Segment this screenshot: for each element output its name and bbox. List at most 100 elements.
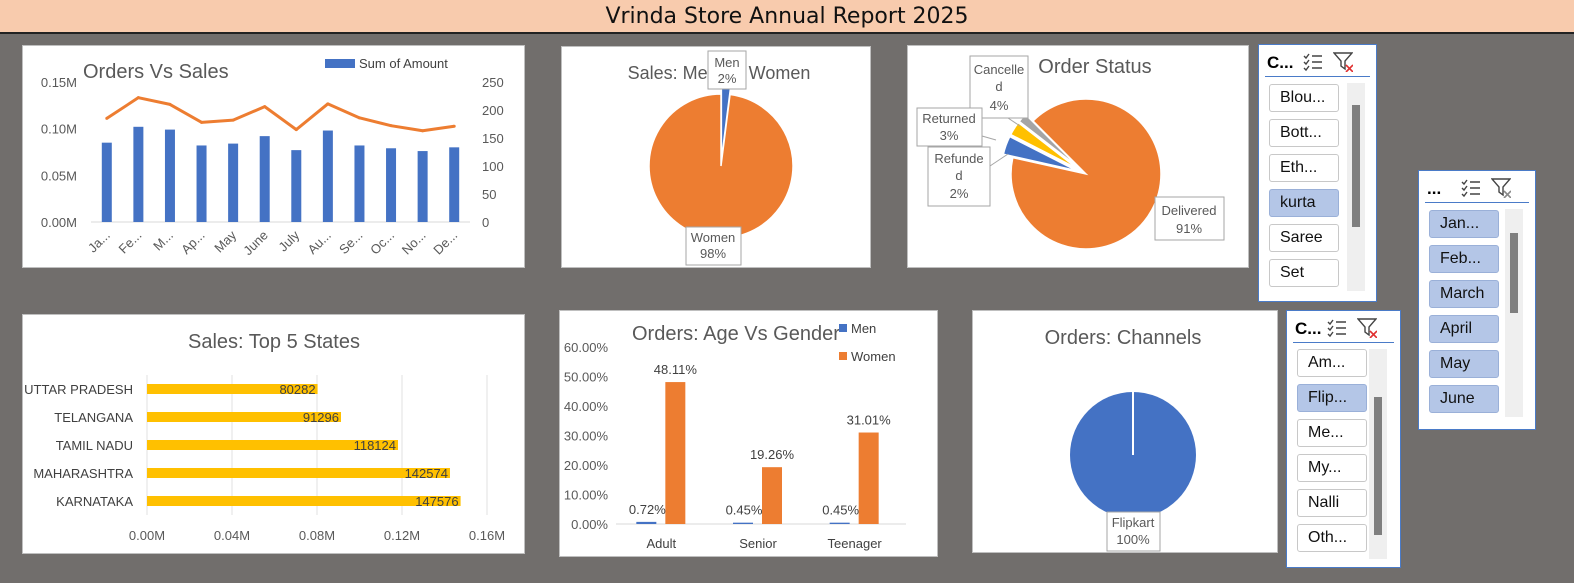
data-callout — [707, 50, 747, 90]
slicer-item[interactable]: Jan... — [1429, 210, 1499, 238]
legend-swatch — [839, 324, 847, 332]
channel-slicer[interactable]: C... Am... Flip... Me... My... Nalli Oth... — [1286, 310, 1401, 568]
report-title: Vrinda Store Annual Report 2025 — [605, 4, 969, 29]
chart-title: Orders Vs Sales — [83, 61, 229, 83]
pie-slice-returned — [1009, 121, 1079, 170]
state-bar — [147, 496, 461, 506]
slicer-item[interactable]: Blou... — [1269, 84, 1339, 112]
left-axis-tick: 0.00M — [41, 215, 77, 230]
right-axis-tick: 50 — [482, 187, 496, 202]
multi-select-icon[interactable] — [1303, 52, 1323, 72]
orders-point — [105, 116, 109, 120]
slicer-scroll-thumb[interactable] — [1510, 233, 1518, 313]
slicer-item[interactable]: Feb... — [1429, 245, 1499, 273]
sales-bar — [386, 148, 397, 222]
slicer-item[interactable]: March — [1429, 280, 1499, 308]
category-slicer[interactable]: C... Blou... Bott... Eth... kurta Saree Set — [1258, 44, 1377, 302]
state-bar — [147, 384, 318, 394]
orders-point — [421, 129, 425, 133]
y-tick-label: 60.00% — [564, 340, 609, 355]
y-tick-label: 20.00% — [564, 458, 609, 473]
orders-point — [263, 105, 267, 109]
slicer-item[interactable]: May — [1429, 350, 1499, 378]
bar-value-label: 147576 — [415, 494, 458, 509]
slicer-item[interactable]: Nalli — [1297, 489, 1367, 517]
slicer-item[interactable]: Set — [1269, 259, 1339, 287]
legend-label: Women — [851, 349, 896, 364]
leader-line — [981, 135, 997, 141]
legend-label: Sum of Amount — [359, 56, 448, 71]
slicer-item[interactable]: kurta — [1269, 189, 1339, 217]
orders-point — [294, 128, 298, 132]
slice-label: Cancelle d — [974, 62, 1025, 94]
slicer-item[interactable]: Flip... — [1297, 384, 1367, 412]
slicer-item[interactable]: April — [1429, 315, 1499, 343]
orders-point — [168, 102, 172, 106]
slicer-scrollbar[interactable] — [1505, 209, 1523, 417]
slicer-item[interactable]: Oth... — [1297, 524, 1367, 552]
bar-value-label: 118124 — [354, 438, 396, 453]
y-tick-label: 40.00% — [564, 399, 609, 414]
orders-vs-sales-chart[interactable]: Orders Vs Sales Sum of Amount 0.00M 0.05M 0.… — [22, 45, 525, 268]
slicer-item[interactable]: Me... — [1297, 419, 1367, 447]
x-tick-label: Ja... — [85, 228, 113, 256]
data-callout — [1106, 511, 1161, 552]
slice-label: Women — [691, 230, 736, 245]
x-tick-label: Fe... — [115, 228, 144, 257]
x-tick-label: Senior — [739, 536, 777, 551]
data-callout — [1154, 196, 1225, 241]
y-tick-label: 0.00% — [571, 517, 608, 532]
slice-pct: 4% — [990, 98, 1009, 113]
slicer-item[interactable]: Saree — [1269, 224, 1339, 252]
slicer-item[interactable]: June — [1429, 385, 1499, 413]
order-status-chart[interactable]: Order Status Delivered 91% Cancelle d 4% Retur… — [907, 45, 1249, 268]
sales-bar — [449, 147, 460, 222]
orders-point — [389, 124, 393, 128]
slice-pct: 2% — [718, 71, 737, 86]
leader-line — [989, 153, 1009, 167]
slicer-item[interactable]: Am... — [1297, 349, 1367, 377]
data-callout — [685, 226, 742, 266]
orders-age-vs-gender-chart[interactable]: Orders: Age Vs Gender Men Women 0.00% 10.00%… — [559, 310, 938, 557]
x-tick-label: Ap... — [178, 228, 208, 258]
bar-value-label: 0.45% — [726, 503, 763, 518]
state-bar — [147, 468, 450, 478]
orders-channels-chart[interactable]: Orders: Channels Flipkart 100% — [972, 310, 1278, 553]
legend-swatch — [325, 59, 355, 68]
women-bar — [665, 382, 686, 524]
slicer-item[interactable]: My... — [1297, 454, 1367, 482]
slicer-header: C... — [1295, 319, 1322, 338]
multi-select-icon[interactable] — [1461, 178, 1481, 198]
bar-value-label: 91296 — [303, 410, 339, 425]
sales-bar — [164, 129, 175, 222]
multi-select-icon[interactable] — [1327, 318, 1347, 338]
right-axis-tick: 200 — [482, 103, 504, 118]
y-tick-label: 30.00% — [564, 429, 609, 444]
clear-filter-icon[interactable] — [1333, 52, 1353, 72]
sales-bar — [354, 145, 365, 222]
legend-label: Men — [851, 321, 876, 336]
women-bar — [858, 432, 879, 524]
data-callout — [927, 146, 991, 207]
right-axis-tick: 150 — [482, 131, 504, 146]
chart-canvas: Orders: Age Vs Gender Men Women 0.00% 10.00%… — [564, 321, 906, 551]
bar-value-label: 31.01% — [847, 413, 892, 428]
sales-top-5-states-chart[interactable]: Sales: Top 5 States 0.00M 0.04M 0.08M 0.12M 0… — [22, 314, 525, 554]
sales-bar — [417, 151, 428, 222]
slice-label: Refunde d — [934, 151, 983, 183]
slicer-item[interactable]: Eth... — [1269, 154, 1339, 182]
x-tick-label: M... — [150, 228, 176, 254]
clear-filter-icon[interactable] — [1357, 318, 1377, 338]
clear-filter-icon[interactable] — [1491, 178, 1511, 198]
slicer-scroll-thumb[interactable] — [1352, 105, 1360, 227]
orders-point — [231, 118, 235, 122]
month-slicer[interactable]: ... Jan... Feb... March April May June — [1418, 170, 1536, 430]
slicer-scroll-thumb[interactable] — [1374, 397, 1382, 535]
legend-swatch — [839, 352, 847, 360]
slice-pct: 3% — [940, 128, 959, 143]
chart-title: Orders: Channels — [1045, 327, 1202, 349]
slicer-item[interactable]: Bott... — [1269, 119, 1339, 147]
men-bar — [733, 522, 753, 524]
